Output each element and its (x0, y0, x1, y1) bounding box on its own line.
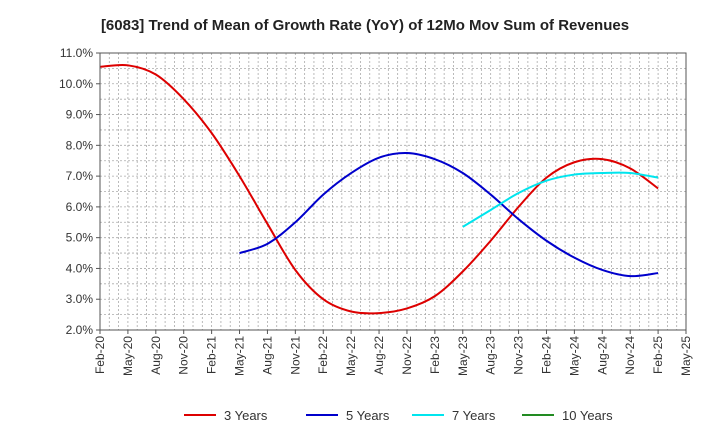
grid-lines (100, 53, 686, 330)
y-tick-label: 4.0% (66, 261, 94, 275)
series-lines (99, 63, 659, 315)
series-line-7-years (462, 171, 659, 228)
x-tick-label: Aug-23 (484, 336, 498, 375)
y-tick-label: 2.0% (66, 323, 94, 337)
y-tick-label: 6.0% (66, 200, 94, 214)
x-tick-label: Nov-21 (288, 336, 302, 375)
y-tick-label: 5.0% (66, 231, 94, 245)
x-tick-label: Nov-20 (177, 336, 191, 375)
x-axis: Feb-20 May-20 Aug-20 Nov-20 Feb-21 May-21 Aug-… (93, 330, 693, 376)
y-tick-label: 3.0% (66, 292, 94, 306)
legend-label-7-years: 7 Years (452, 408, 496, 423)
x-tick-label: Aug-20 (149, 336, 163, 375)
x-tick-label: Nov-22 (400, 336, 414, 375)
x-tick-label: Feb-21 (205, 336, 219, 374)
legend-label-3-years: 3 Years (224, 408, 268, 423)
y-tick-label: 8.0% (66, 138, 94, 152)
legend-label-5-years: 5 Years (346, 408, 390, 423)
chart-title: [6083] Trend of Mean of Growth Rate (YoY… (101, 17, 629, 34)
x-tick-label: Feb-22 (316, 336, 330, 374)
x-tick-label: Feb-24 (539, 336, 553, 374)
y-tick-label: 7.0% (66, 169, 94, 183)
legend: 3 Years 5 Years 7 Years 10 Years (184, 408, 613, 423)
x-tick-label: May-20 (121, 336, 135, 376)
y-axis: 2.0% 3.0% 4.0% 5.0% 6.0% 7.0% 8.0% 9.0% 10.0% 11.… (59, 46, 100, 337)
x-tick-label: Feb-23 (428, 336, 442, 374)
x-tick-label: Aug-21 (260, 336, 274, 375)
x-tick-label: May-22 (344, 336, 358, 376)
series-line-5-years (239, 152, 659, 278)
x-tick-label: Aug-24 (595, 336, 609, 375)
series-line-3-years (99, 63, 659, 315)
x-tick-label: Feb-20 (93, 336, 107, 374)
x-tick-label: May-24 (567, 336, 581, 376)
x-tick-label: Aug-22 (372, 336, 386, 375)
x-tick-label: May-25 (679, 336, 693, 376)
x-tick-label: May-21 (233, 336, 247, 376)
y-tick-label: 9.0% (66, 108, 94, 122)
x-tick-label: Feb-25 (651, 336, 665, 374)
x-tick-label: May-23 (456, 336, 470, 376)
legend-label-10-years: 10 Years (562, 408, 613, 423)
y-tick-label: 11.0% (60, 46, 93, 60)
x-tick-label: Nov-23 (512, 336, 526, 375)
plot-area (99, 52, 687, 331)
x-tick-label: Nov-24 (623, 336, 637, 375)
y-tick-label: 10.0% (59, 77, 93, 91)
